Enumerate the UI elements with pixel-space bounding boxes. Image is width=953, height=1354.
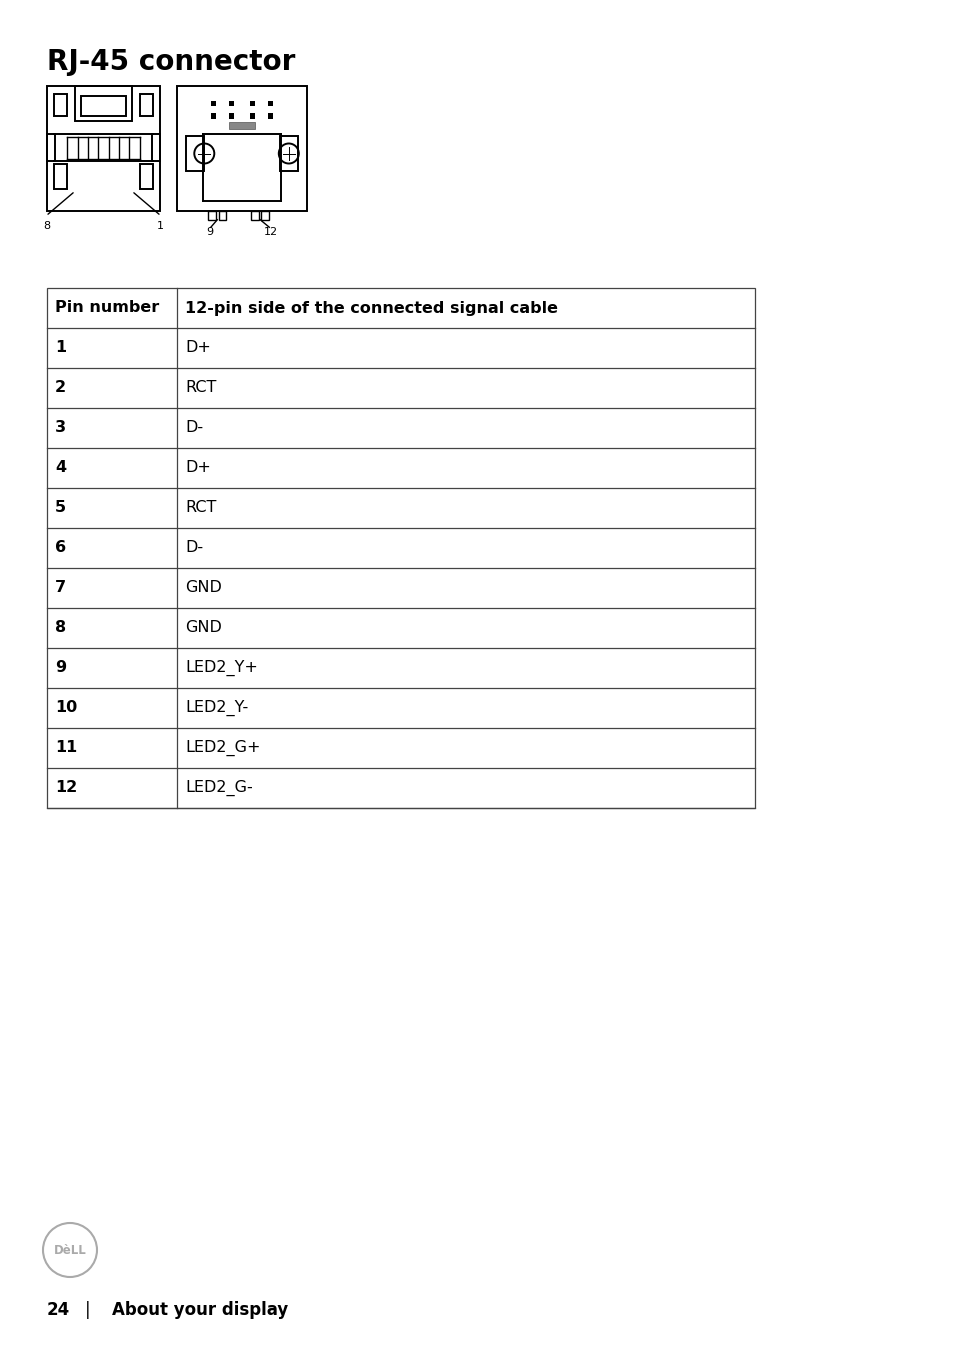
Text: Pin number: Pin number (55, 301, 159, 315)
Text: RCT: RCT (185, 380, 216, 395)
Bar (261, 211, 269, 219)
Text: 5: 5 (55, 501, 66, 516)
Text: GND: GND (185, 581, 222, 596)
Bar (53, 93, 68, 116)
Bar (47, 288, 754, 808)
Text: 8: 8 (44, 221, 51, 232)
Bar (81, 96, 126, 116)
Text: D+: D+ (185, 340, 211, 356)
Text: 9: 9 (206, 227, 213, 237)
Bar (229, 114, 233, 119)
Text: 3: 3 (55, 421, 66, 436)
Text: 11: 11 (55, 741, 77, 756)
Bar (208, 211, 215, 219)
Text: D+: D+ (185, 460, 211, 475)
Bar (251, 211, 258, 219)
Text: LED2_G-: LED2_G- (185, 780, 253, 796)
Bar (218, 211, 226, 219)
Bar (139, 93, 153, 116)
Bar (250, 102, 254, 106)
Bar (47, 134, 55, 161)
Text: 9: 9 (55, 661, 66, 676)
Text: DèLL: DèLL (53, 1243, 87, 1257)
Text: |: | (85, 1301, 91, 1319)
Text: RCT: RCT (185, 501, 216, 516)
Bar (152, 134, 160, 161)
Bar (250, 114, 254, 119)
Text: 1: 1 (156, 221, 163, 232)
Bar (229, 122, 254, 129)
Text: 12: 12 (263, 227, 277, 237)
Text: 2: 2 (55, 380, 66, 395)
Bar (211, 102, 215, 106)
Bar (177, 87, 307, 211)
Text: GND: GND (185, 620, 222, 635)
Bar (47, 87, 160, 211)
Bar (139, 164, 153, 188)
Bar (186, 135, 204, 171)
Text: D-: D- (185, 540, 203, 555)
Text: 10: 10 (55, 700, 77, 715)
Bar (279, 135, 297, 171)
Text: RJ-45 connector: RJ-45 connector (47, 47, 295, 76)
Bar (211, 114, 215, 119)
Text: 4: 4 (55, 460, 66, 475)
Text: D-: D- (185, 421, 203, 436)
Text: 12: 12 (55, 780, 77, 796)
Text: LED2_G+: LED2_G+ (185, 739, 260, 756)
Text: 8: 8 (55, 620, 66, 635)
Bar (229, 102, 233, 106)
Text: 6: 6 (55, 540, 66, 555)
Bar (268, 102, 273, 106)
Text: 24: 24 (47, 1301, 71, 1319)
Bar (75, 87, 132, 121)
Text: About your display: About your display (112, 1301, 288, 1319)
Text: 7: 7 (55, 581, 66, 596)
Text: 1: 1 (55, 340, 66, 356)
Bar (268, 114, 273, 119)
Text: LED2_Y+: LED2_Y+ (185, 659, 257, 676)
Bar (53, 164, 68, 188)
Text: LED2_Y-: LED2_Y- (185, 700, 248, 716)
Text: 12-pin side of the connected signal cable: 12-pin side of the connected signal cabl… (185, 301, 558, 315)
